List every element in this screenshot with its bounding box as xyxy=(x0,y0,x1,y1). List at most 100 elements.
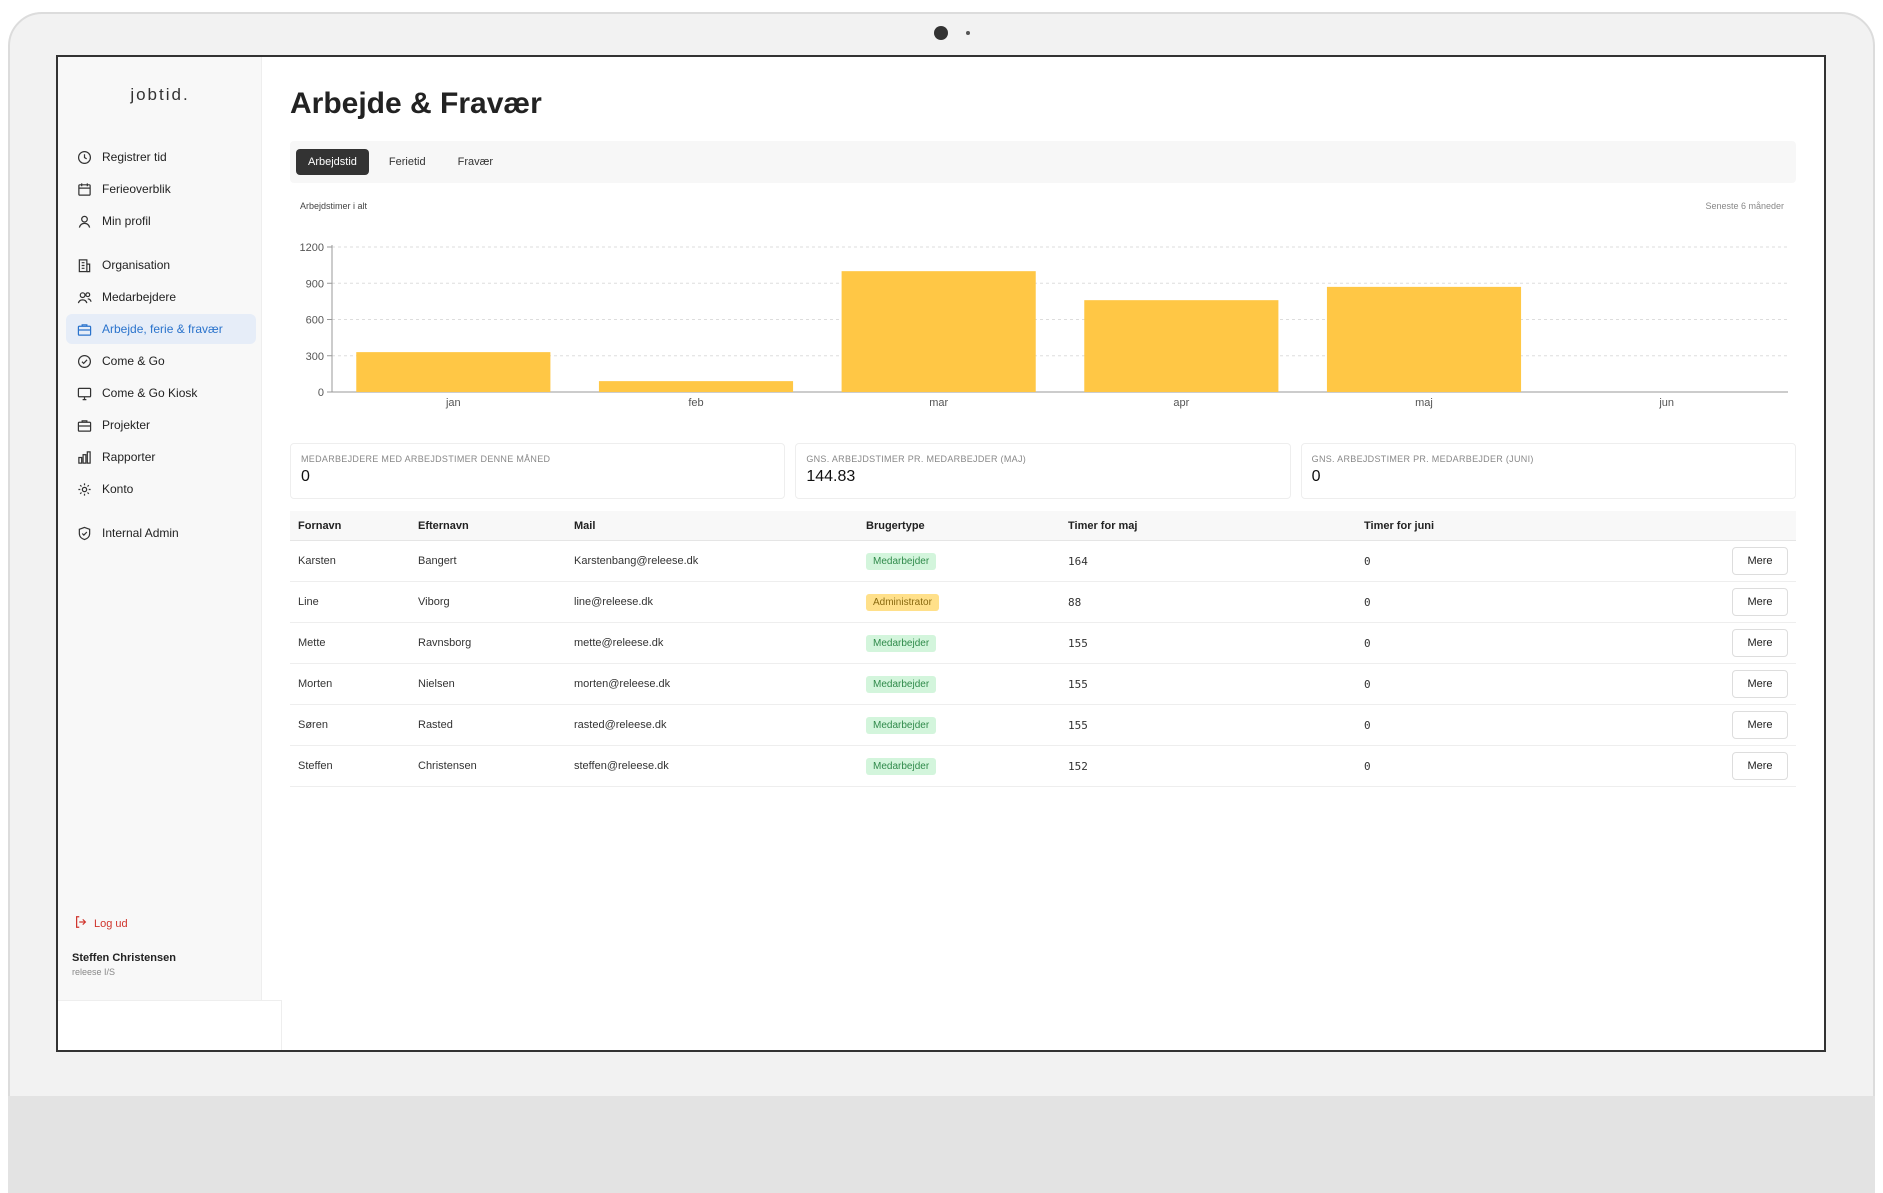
check-circle-icon xyxy=(76,353,92,369)
sidebar-item-calendar[interactable]: Ferieoverblik xyxy=(66,174,256,204)
cell-mail: rasted@releese.dk xyxy=(574,719,667,731)
x-tick-label: mar xyxy=(929,397,948,409)
table-body: Karsten Bangert Karstenbang@releese.dk Meda… xyxy=(290,541,1796,787)
cell-actions: Mere xyxy=(1656,547,1796,575)
shield-icon xyxy=(76,525,92,541)
logout-button[interactable]: Log ud xyxy=(74,915,128,932)
users-icon xyxy=(76,289,92,305)
sidebar-item-shield[interactable]: Internal Admin xyxy=(66,518,256,548)
sidebar-item-label: Come & Go xyxy=(102,354,165,368)
sidebar-item-label: Registrer tid xyxy=(102,150,167,164)
cell-hours-may: 155 xyxy=(1068,718,1088,732)
y-tick-label: 900 xyxy=(306,278,324,290)
sidebar-item-briefcase[interactable]: Arbejde, ferie & fravær xyxy=(66,314,256,344)
header-first-name[interactable]: Fornavn xyxy=(298,519,342,532)
table-row: Mette Ravnsborg mette@releese.dk Medarbejde… xyxy=(290,623,1796,664)
header-hours-june[interactable]: Timer for juni xyxy=(1364,519,1435,532)
cell-user-type: Medarbejder xyxy=(858,716,1060,734)
sidebar-item-check-circle[interactable]: Come & Go xyxy=(66,346,256,376)
sidebar-item-monitor[interactable]: Come & Go Kiosk xyxy=(66,378,256,408)
cell-last-name: Bangert xyxy=(418,555,457,567)
sidebar-item-user[interactable]: Min profil xyxy=(66,206,256,236)
stat-card-employees: Medarbejdere med arbejdstimer denne måne… xyxy=(290,443,786,499)
sidebar-item-bar-chart[interactable]: Rapporter xyxy=(66,442,256,472)
cell-first-name: Mette xyxy=(298,637,326,649)
building-icon xyxy=(76,257,92,273)
bar-feb xyxy=(598,381,794,392)
cell-hours-june: 0 xyxy=(1364,636,1371,650)
sidebar-item-label: Arbejde, ferie & fravær xyxy=(102,322,223,336)
y-tick-label: 0 xyxy=(318,387,324,399)
x-tick-label: maj xyxy=(1415,397,1433,409)
table-row: Søren Rasted rasted@releese.dk Medarbejder 1… xyxy=(290,705,1796,746)
x-tick-label: jun xyxy=(1658,397,1674,409)
header-user-type[interactable]: Brugertype xyxy=(866,519,925,532)
cell-hours-may: 155 xyxy=(1068,677,1088,691)
sidebar-item-gear[interactable]: Konto xyxy=(66,474,256,504)
cell-first-name: Søren xyxy=(298,719,328,731)
cell-hours-may: 88 xyxy=(1068,595,1082,609)
tab-arbejdstid[interactable]: Arbejdstid xyxy=(296,149,369,175)
sidebar-item-label: Min profil xyxy=(102,214,151,228)
bar-apr xyxy=(1084,300,1279,392)
cell-actions: Mere xyxy=(1656,752,1796,780)
main-content: Arbejde & Fravær Arbejdstid Ferietid Fra… xyxy=(288,57,1814,1050)
sidebar-item-users[interactable]: Medarbejdere xyxy=(66,282,256,312)
cell-mail: line@releese.dk xyxy=(574,596,654,608)
app-logo: jobtid. xyxy=(130,85,190,104)
tab-fravaer[interactable]: Fravær xyxy=(457,156,494,168)
sidebar-item-label: Ferieoverblik xyxy=(102,182,171,196)
table-row: Steffen Christensen steffen@releese.dk Meda… xyxy=(290,746,1796,787)
stat-value: 0 xyxy=(1311,468,1321,485)
cell-user-type: Medarbejder xyxy=(858,675,1060,693)
hours-chart: 0 300 600 900 1200 jan feb mar apr maj jun Arbejds… xyxy=(290,193,1796,423)
sidebar-item-folder[interactable]: Projekter xyxy=(66,410,256,440)
cell-hours-may: 152 xyxy=(1068,759,1088,773)
bar-mar xyxy=(841,271,1036,392)
more-button[interactable]: Mere xyxy=(1732,629,1788,657)
sidebar-item-label: Organisation xyxy=(102,258,171,272)
sidebar-item-building[interactable]: Organisation xyxy=(66,250,256,280)
user-type-badge: Medarbejder xyxy=(866,757,937,775)
stat-label: Gns. arbejdstimer pr. medarbejder (juni) xyxy=(1311,454,1534,464)
sidebar-item-clock[interactable]: Registrer tid xyxy=(66,142,256,172)
tab-ferietid[interactable]: Ferietid xyxy=(388,156,426,168)
cell-mail: mette@releese.dk xyxy=(574,637,664,649)
sidebar-item-label: Medarbejdere xyxy=(102,290,177,304)
cell-user-type: Medarbejder xyxy=(858,634,1060,652)
stat-value: 0 xyxy=(301,468,310,485)
more-button[interactable]: Mere xyxy=(1732,711,1788,739)
device-chin xyxy=(8,1096,1875,1193)
user-type-badge: Medarbejder xyxy=(866,675,937,693)
header-last-name[interactable]: Efternavn xyxy=(418,519,469,532)
y-tick-label: 300 xyxy=(306,351,324,363)
cell-user-type: Administrator xyxy=(858,593,1060,611)
more-button[interactable]: Mere xyxy=(1732,588,1788,616)
cell-mail: morten@releese.dk xyxy=(574,678,671,690)
header-mail[interactable]: Mail xyxy=(574,519,596,532)
bar-maj xyxy=(1326,286,1522,392)
more-button[interactable]: Mere xyxy=(1732,752,1788,780)
sidebar-item-label: Internal Admin xyxy=(102,526,179,540)
cell-hours-june: 0 xyxy=(1364,759,1371,773)
cell-last-name: Christensen xyxy=(418,760,477,772)
x-tick-label: jan xyxy=(445,397,461,409)
header-hours-may[interactable]: Timer for maj xyxy=(1068,519,1138,532)
cell-actions: Mere xyxy=(1656,670,1796,698)
briefcase-icon xyxy=(76,321,92,337)
stat-value: 144.83 xyxy=(806,468,856,485)
cell-hours-june: 0 xyxy=(1364,595,1371,609)
more-button[interactable]: Mere xyxy=(1732,670,1788,698)
cell-actions: Mere xyxy=(1656,629,1796,657)
sidebar-footer-strip xyxy=(58,1000,282,1050)
stat-card-avg-june: Gns. arbejdstimer pr. medarbejder (juni)… xyxy=(1300,443,1796,499)
chart-title: Arbejdstimer i alt xyxy=(300,201,368,211)
cell-first-name: Morten xyxy=(298,678,333,690)
cell-first-name: Steffen xyxy=(298,760,333,772)
cell-hours-june: 0 xyxy=(1364,677,1371,691)
stat-label: Medarbejdere med arbejdstimer denne måne… xyxy=(301,454,551,464)
cell-mail: Karstenbang@releese.dk xyxy=(574,555,699,567)
more-button[interactable]: Mere xyxy=(1732,547,1788,575)
y-tick-label: 1200 xyxy=(300,242,324,254)
tab-bar: Arbejdstid Ferietid Fravær xyxy=(290,141,1796,183)
